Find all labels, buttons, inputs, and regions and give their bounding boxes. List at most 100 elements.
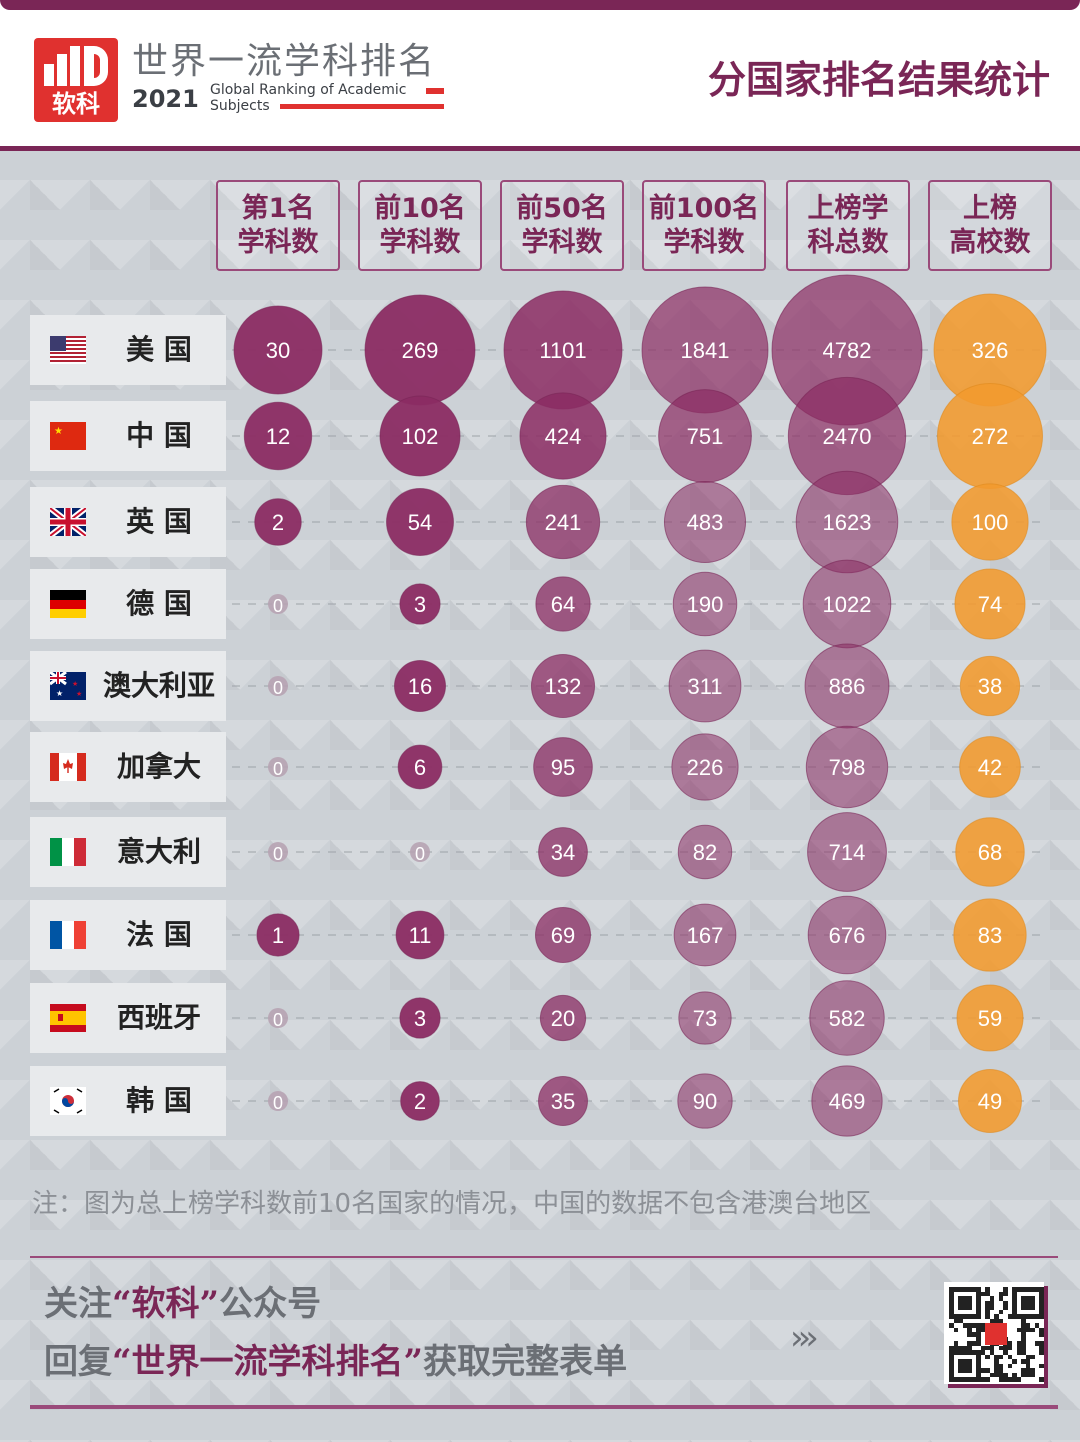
country-row-label: 法 国 xyxy=(30,900,226,970)
qr-code-icon[interactable] xyxy=(944,1282,1044,1384)
footer-line-1: 关注“软科”公众号 xyxy=(44,1282,321,1326)
header-bottom-bar xyxy=(0,146,1080,151)
bubble-mark xyxy=(539,994,587,1042)
brand-logo: 软科 xyxy=(34,38,118,122)
bubble-mark xyxy=(256,913,300,957)
country-name: 美 国 xyxy=(126,333,192,366)
column-header: 上榜学 科总数 xyxy=(786,180,910,271)
bubble-label: 6 xyxy=(414,755,426,780)
footer-text: 回复 xyxy=(44,1342,112,1382)
bubble-label: 1841 xyxy=(681,338,730,363)
country-row-label: 英 国 xyxy=(30,487,226,557)
footer-highlight: “世界一流学科排名” xyxy=(112,1342,424,1382)
bubble-mark xyxy=(677,1073,733,1129)
country-row-label: 韩 国 xyxy=(30,1066,226,1136)
brand-decor-line xyxy=(280,104,444,109)
fr-flag-icon xyxy=(50,921,86,949)
bubble-mark xyxy=(268,842,288,862)
es-flag-icon xyxy=(50,1004,86,1032)
logo-text: 软科 xyxy=(52,90,100,118)
bubble-label: 1 xyxy=(272,923,284,948)
country-name: 澳大利亚 xyxy=(102,669,215,702)
bubble-mark xyxy=(525,484,601,560)
bubble-mark xyxy=(393,659,447,713)
column-header: 上榜 高校数 xyxy=(928,180,1052,271)
bubble-mark xyxy=(268,676,288,696)
bubble-mark xyxy=(811,1065,883,1137)
bubble-label: 1022 xyxy=(823,592,872,617)
bubble-label: 69 xyxy=(551,923,575,948)
bubble-label: 326 xyxy=(972,338,1009,363)
country-name: 韩 国 xyxy=(126,1084,192,1117)
bubble-label: 2470 xyxy=(823,424,872,449)
bubble-label: 34 xyxy=(551,840,575,865)
country-name: 加拿大 xyxy=(116,750,201,783)
column-header-line: 前10名 xyxy=(374,192,466,224)
bubble-label: 102 xyxy=(402,424,439,449)
bubble-label: 0 xyxy=(273,844,283,864)
country-row-label: 德 国 xyxy=(30,569,226,639)
bubble-label: 11 xyxy=(409,923,432,948)
bubble-mark xyxy=(268,594,288,614)
column-header-line: 高校数 xyxy=(949,226,1031,258)
bubble-mark xyxy=(809,980,885,1056)
country-row-label: 西班牙 xyxy=(30,983,226,1053)
bubble-label: 272 xyxy=(972,424,1009,449)
column-header-line: 前100名 xyxy=(648,192,760,224)
column-header-line: 学科数 xyxy=(237,226,319,258)
bubble-label: 54 xyxy=(408,510,432,535)
bubble-label: 2 xyxy=(414,1089,426,1114)
svg-text:★: ★ xyxy=(54,426,63,437)
kr-flag-icon xyxy=(50,1087,86,1115)
bubble-label: 0 xyxy=(273,1010,283,1030)
bubble-mark xyxy=(805,725,889,809)
country-name: 法 国 xyxy=(126,918,192,951)
bubble-label: 90 xyxy=(693,1089,717,1114)
bubble-mark xyxy=(677,824,733,880)
bubble-label: 311 xyxy=(687,674,722,699)
column-header-line: 第1名 xyxy=(241,192,315,224)
column-header-line: 上榜学 xyxy=(807,192,889,224)
svg-text:★: ★ xyxy=(72,680,78,688)
bubble-label: 424 xyxy=(545,424,582,449)
brand-subtitle: Global Ranking of Academic Subjects xyxy=(210,82,407,114)
bubble-mark xyxy=(399,997,441,1039)
bubble-mark xyxy=(519,392,607,480)
bubble-mark xyxy=(533,737,593,797)
ca-flag-icon xyxy=(50,753,86,781)
bubble-mark xyxy=(530,653,596,719)
bubble-mark xyxy=(959,655,1021,717)
column-header: 前100名 学科数 xyxy=(642,180,766,271)
bubble-label: 82 xyxy=(693,840,717,865)
bubble-label: 95 xyxy=(551,755,575,780)
bubble-mark xyxy=(254,498,302,546)
column-header-line: 学科数 xyxy=(663,226,745,258)
footer-text: 公众号 xyxy=(219,1284,322,1324)
bubble-mark xyxy=(959,736,1021,798)
bubble-label: 676 xyxy=(829,923,866,948)
bubble-label: 68 xyxy=(978,840,1002,865)
bubble-mark xyxy=(668,649,742,723)
bubble-label: 100 xyxy=(972,510,1009,535)
column-header: 前10名 学科数 xyxy=(358,180,482,271)
column-header-line: 前50名 xyxy=(516,192,608,224)
bubble-mark xyxy=(395,910,445,960)
bubble-label: 4782 xyxy=(823,338,872,363)
bubble-mark xyxy=(671,733,739,801)
bubble-label: 469 xyxy=(829,1089,866,1114)
bubble-label: 59 xyxy=(978,1006,1002,1031)
country-row-label: ★ 中 国 xyxy=(30,401,226,471)
bubble-label: 167 xyxy=(687,923,724,948)
cn-flag-icon: ★ xyxy=(50,422,86,450)
brand-title: 世界一流学科排名 xyxy=(132,41,437,82)
bubble-mark xyxy=(535,576,591,632)
bubble-label: 798 xyxy=(829,755,866,780)
column-header-line: 学科数 xyxy=(379,226,461,258)
bubble-mark xyxy=(243,401,313,471)
chevron-right-icon: ››› xyxy=(790,1318,819,1358)
uk-flag-icon xyxy=(50,508,86,536)
country-name: 英 国 xyxy=(126,505,192,538)
bubble-mark xyxy=(400,1081,440,1121)
country-row-label: 美 国 xyxy=(30,315,226,385)
page-title: 分国家排名结果统计 xyxy=(707,58,1050,102)
